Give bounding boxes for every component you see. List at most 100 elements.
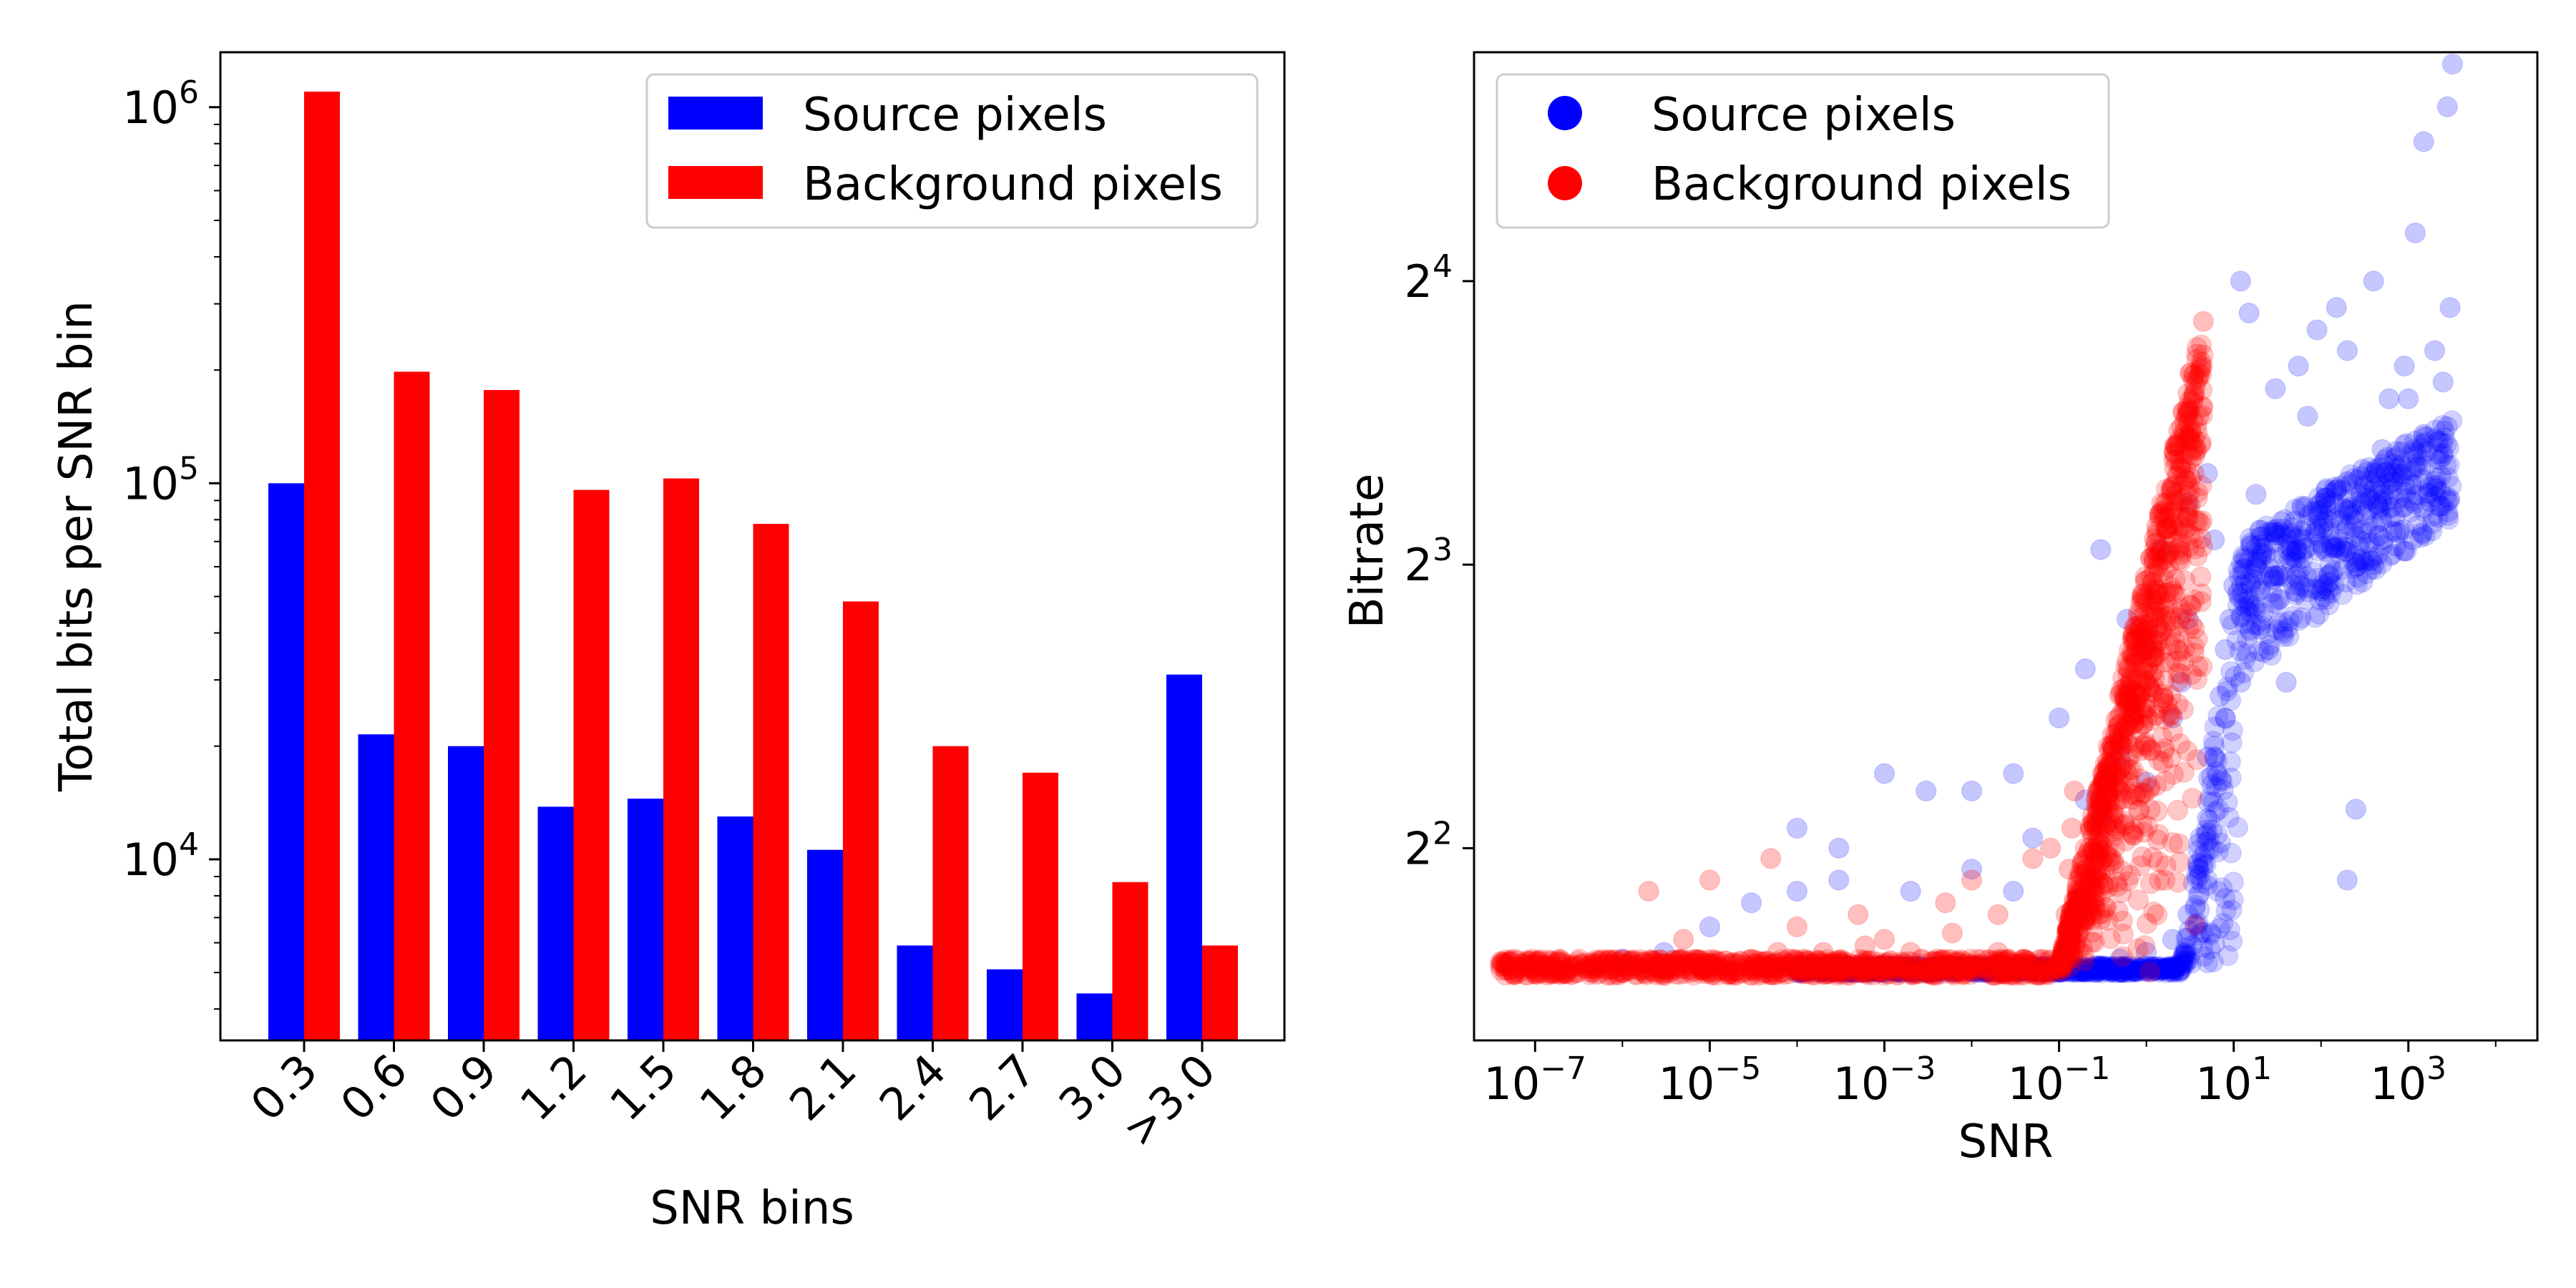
scatter-point-source [2273,545,2294,567]
scatter-point-source [1946,961,1968,982]
scatter-point-source [2101,959,2123,980]
scatter-point-source [1925,955,1946,977]
scatter-point-source [2187,885,2209,907]
scatter-point-source [2200,766,2223,788]
scatter-point-background [2168,833,2190,854]
scatter-point-source [2079,961,2101,982]
scatter-point-source [1868,959,1890,981]
scatter-point-source [2381,520,2404,542]
bar-y-tick-label: 106 [122,74,199,134]
scatter-point-source [2111,962,2132,983]
scatter-point-source [1938,958,1960,980]
scatter-x-tick-label: 10−1 [2008,1050,2111,1110]
scatter-point-source [2397,388,2419,410]
scatter-point-source [2260,522,2282,544]
scatter-point-background [1653,962,1675,984]
scatter-point-source [2332,559,2353,580]
scatter-point-source [1901,961,1923,983]
bar-source-8 [987,969,1023,1040]
scatter-x-ticks: 10−7 10−5 10−3 10−1 101 103 [1483,1040,2497,1110]
scatter-point-source [2235,572,2256,595]
scatter-point-source [2009,960,2031,982]
scatter-point-source [1866,961,1888,983]
scatter-point-source [1810,956,1833,978]
scatter-point-source [1887,961,1908,983]
scatter-point-source [2312,536,2333,557]
scatter-point-source [2305,521,2327,543]
scatter-point-source [2030,960,2051,981]
scatter-point-source [2411,469,2434,490]
scatter-point-source [1842,962,1863,984]
scatter-point-background [2192,311,2215,332]
scatter-point-source [2404,222,2426,244]
scatter-point-source [1788,955,1810,977]
scatter-point-background [1847,904,1869,925]
scatter-point-background [2156,499,2177,520]
bar-x-tick-label: 0.3 [240,1044,327,1131]
scatter-point-source [2315,479,2337,501]
scatter-point-source [2177,950,2200,972]
scatter-point-source [2228,565,2250,587]
scatter-point-source [1916,960,1938,982]
scatter-point-source [2260,566,2282,587]
scatter-point-background [2167,799,2189,821]
scatter-point-background [2103,826,2124,848]
scatter-point-source [2439,487,2461,509]
scatter-point-source [2170,960,2192,981]
scatter-point-source [2117,957,2139,979]
scatter-point-source [2162,957,2184,980]
scatter-point-source [1813,957,1835,979]
scatter-point-source [2306,319,2328,341]
scatter-point-source [2282,605,2304,627]
scatter-point-source [2340,497,2362,518]
scatter-point-source [1852,962,1874,983]
scatter-point-source [2172,952,2194,974]
scatter-x-tick-label: 103 [2370,1050,2446,1110]
scatter-point-source [2268,589,2289,610]
scatter-point-source [2224,665,2246,688]
scatter-point-source [2260,644,2282,666]
scatter-point-source [2351,493,2373,514]
bar-x-tick-label: 2.4 [869,1044,956,1131]
bar-background-2 [484,390,519,1040]
scatter-point-source [1786,958,1808,980]
scatter-point-source [2430,465,2452,487]
scatter-point-source [1923,958,1945,980]
scatter-point-source [2250,615,2272,637]
scatter-point-source [1808,960,1830,982]
scatter-point-source [2223,871,2245,893]
scatter-point-source [1952,956,1974,977]
bar-x-tick-label: 2.1 [779,1044,866,1131]
scatter-point-source [2264,565,2285,587]
scatter-point-source [1987,962,2009,983]
scatter-point-source [1790,960,1812,982]
scatter-point-source [2112,958,2134,980]
scatter-point-source [2215,707,2236,729]
scatter-point-source [1832,957,1854,979]
scatter-point-source [2021,955,2043,977]
scatter-point-source [2172,952,2195,974]
scatter-point-source [2226,630,2248,651]
scatter-point-source [2402,529,2424,551]
scatter-point-source [1881,955,1903,977]
scatter-point-source [2157,960,2180,982]
scatter-point-source [2014,959,2036,981]
scatter-point-source [2206,824,2228,846]
scatter-point-source [2429,495,2451,517]
scatter-point-source [2234,558,2255,580]
scatter-point-source [1786,955,1808,977]
scatter-point-source [1879,960,1901,982]
scatter-point-source [1961,780,1983,802]
scatter-point-source [1919,957,1941,979]
scatter-point-source [2245,484,2267,505]
scatter-point-background [2173,761,2195,783]
scatter-point-source [1933,958,1956,980]
scatter-point-source [2307,495,2328,517]
scatter-point-source [2197,808,2218,829]
scatter-point-source [1825,958,1846,980]
scatter-point-source [1898,960,1920,982]
scatter-point-source [2102,960,2124,982]
scatter-point-source [2194,842,2216,864]
scatter-point-source [2072,961,2094,982]
bar-legend-label-background: Background pixels [803,158,1223,211]
